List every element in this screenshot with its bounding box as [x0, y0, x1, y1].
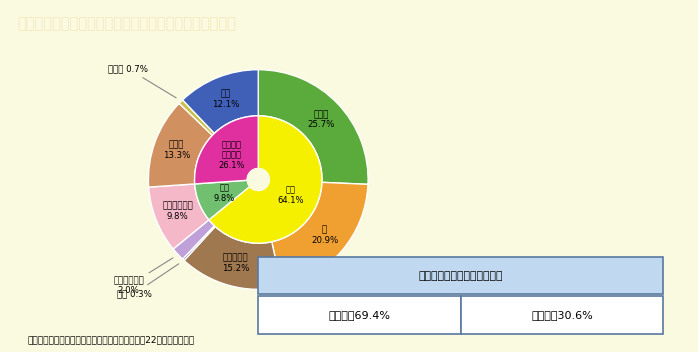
- Text: その他の親族
2.0%: その他の親族 2.0%: [113, 258, 173, 295]
- Wedge shape: [183, 70, 258, 133]
- Text: 同居の主な介護者の男女内訳: 同居の主な介護者の男女内訳: [418, 271, 503, 281]
- Wedge shape: [149, 184, 209, 249]
- Bar: [258, 257, 663, 294]
- Text: （備考）厚生労働省「国民生活基礎調査」（平成22年）より作成。: （備考）厚生労働省「国民生活基礎調査」（平成22年）より作成。: [28, 335, 195, 344]
- Circle shape: [247, 169, 269, 190]
- Wedge shape: [209, 116, 322, 243]
- Text: その他 0.7%: その他 0.7%: [108, 64, 176, 98]
- Text: 別居の家族等
9.8%: 別居の家族等 9.8%: [162, 202, 193, 221]
- Text: 第１－４－８図　要介護者等から見た主な介護者の続柄: 第１－４－８図 要介護者等から見た主な介護者の続柄: [17, 16, 236, 31]
- Wedge shape: [183, 226, 215, 260]
- Text: 父母 0.3%: 父母 0.3%: [117, 264, 179, 298]
- Text: 子の配偶者
15.2%: 子の配偶者 15.2%: [222, 253, 249, 273]
- Text: 同別居の
区別なし
26.1%: 同別居の 区別なし 26.1%: [218, 140, 245, 170]
- Text: 子
20.9%: 子 20.9%: [311, 226, 339, 245]
- Text: 男　性　30.6%: 男 性 30.6%: [531, 310, 593, 320]
- Wedge shape: [195, 116, 258, 184]
- Bar: [258, 296, 461, 334]
- Wedge shape: [195, 180, 250, 220]
- Wedge shape: [258, 70, 368, 184]
- Text: 同居
64.1%: 同居 64.1%: [278, 186, 304, 205]
- Wedge shape: [173, 220, 214, 259]
- Wedge shape: [179, 100, 214, 135]
- Text: 別居
9.8%: 別居 9.8%: [214, 183, 235, 202]
- Text: 事業者
13.3%: 事業者 13.3%: [163, 140, 191, 159]
- Wedge shape: [272, 182, 368, 287]
- Text: 女　性　69.4%: 女 性 69.4%: [329, 310, 390, 320]
- Wedge shape: [184, 226, 281, 289]
- Bar: [461, 296, 663, 334]
- Wedge shape: [149, 103, 212, 187]
- Text: 不詳
12.1%: 不詳 12.1%: [212, 89, 239, 109]
- Text: 配偶者
25.7%: 配偶者 25.7%: [307, 110, 334, 129]
